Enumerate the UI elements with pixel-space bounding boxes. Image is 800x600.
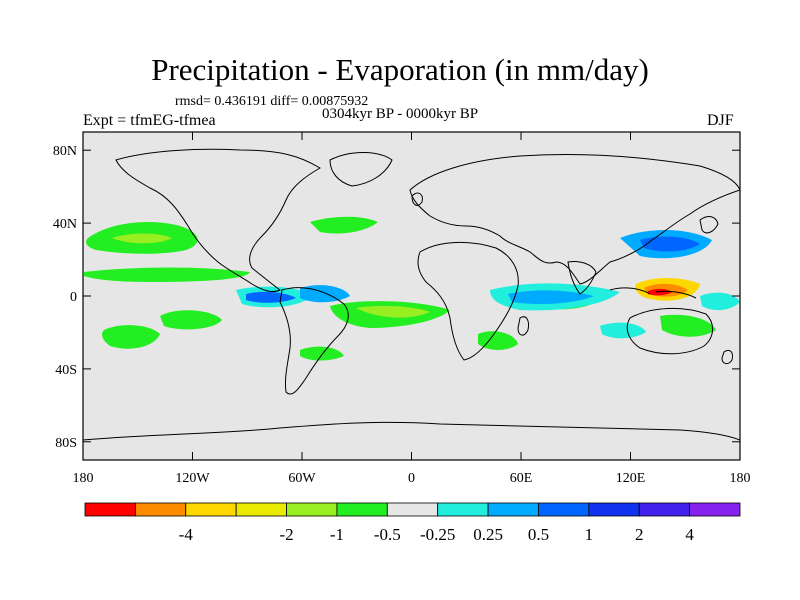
colorbar-label: -1 xyxy=(330,525,344,544)
patch-itcz-pacific xyxy=(84,267,250,282)
colorbar-label: 2 xyxy=(635,525,644,544)
colorbar: -4 -2 -1 -0.5 -0.25 0.25 0.5 1 2 4 xyxy=(84,502,741,544)
colorbar-swatch xyxy=(84,502,136,517)
lat-tick-label: 40N xyxy=(53,217,77,232)
map-background xyxy=(83,132,740,460)
colorbar-label: -0.25 xyxy=(420,525,455,544)
lon-tick-label: 180 xyxy=(73,471,94,486)
colorbar-swatch xyxy=(437,502,489,517)
lon-tick-label: 120W xyxy=(175,471,210,486)
colorbar-swatch xyxy=(286,502,338,517)
lat-tick-label: 80N xyxy=(53,144,77,159)
coastline-south-america xyxy=(279,287,349,395)
patch-s-pacific-c xyxy=(300,346,344,361)
colorbar-swatch xyxy=(386,502,439,517)
coastline-indonesia xyxy=(609,287,697,299)
season-label: DJF xyxy=(707,112,734,129)
lat-tick-label: 0 xyxy=(70,290,77,305)
patch-africa-s xyxy=(478,331,518,350)
colorbar-label: -0.5 xyxy=(374,525,401,544)
colorbar-label: 1 xyxy=(585,525,594,544)
patch-e-pacific-wet-core xyxy=(246,291,296,303)
colorbar-label: -4 xyxy=(179,525,194,544)
patch-nw-pacific-core xyxy=(640,236,700,252)
coastline-new-zealand xyxy=(721,349,733,365)
coastline-australia xyxy=(626,307,713,355)
chart-title: Precipitation - Evaporation (in mm/day) xyxy=(151,52,649,87)
patch-maritime-red xyxy=(648,288,672,296)
patch-s-pacific-a xyxy=(102,325,160,349)
colorbar-swatch xyxy=(134,502,187,517)
colorbar-label: 0.25 xyxy=(473,525,503,544)
axis-ticks: 80N 40N 0 40S 80S 180 120W 60W 0 60E 120E 180 xyxy=(53,132,751,486)
colorbar-swatch xyxy=(235,502,287,517)
patch-s-indian-wet xyxy=(600,322,646,339)
period-label: 0304kyr BP - 0000kyr BP xyxy=(322,106,479,122)
coastline-africa xyxy=(417,241,519,361)
colorbar-swatch xyxy=(638,502,691,517)
patch-n-atlantic xyxy=(310,216,378,234)
lon-tick-label: 0 xyxy=(408,471,415,486)
coastline-uk xyxy=(411,192,423,206)
colorbar-swatch xyxy=(185,502,237,517)
colorbar-swatch xyxy=(538,502,590,517)
coastline-japan xyxy=(699,216,719,234)
colorbar-swatch xyxy=(689,502,741,517)
coastlines xyxy=(83,148,740,441)
lat-tick-label: 80S xyxy=(55,436,77,451)
coastline-madagascar xyxy=(517,316,529,336)
coastline-antarctica xyxy=(83,421,740,441)
stats-text: rmsd= 0.436191 diff= 0.00875932 xyxy=(175,94,369,109)
lon-tick-label: 60E xyxy=(510,471,533,486)
lon-tick-label: 180 xyxy=(730,471,751,486)
lon-tick-label: 120E xyxy=(616,471,646,486)
patch-australia xyxy=(660,314,716,337)
coastline-greenland xyxy=(329,152,393,187)
colorbar-swatch xyxy=(588,502,640,517)
patch-indian-wet-core xyxy=(508,290,594,304)
lat-tick-label: 40S xyxy=(55,363,77,378)
coastline-north-america xyxy=(115,148,321,293)
lon-tick-label: 60W xyxy=(288,471,316,486)
coastline-india xyxy=(567,261,597,295)
coastline-europe-asia xyxy=(409,153,740,285)
colorbar-label: 4 xyxy=(685,525,694,544)
patch-n-pacific-inner xyxy=(112,233,172,244)
anomaly-field xyxy=(84,216,740,361)
colorbar-swatch xyxy=(487,502,539,517)
colorbar-swatch xyxy=(336,502,388,517)
experiment-label: Expt = tfmEG-tfmea xyxy=(83,112,216,129)
patch-s-pacific-b xyxy=(160,310,222,330)
patch-s-atlantic-inner xyxy=(356,305,430,318)
positive-anomaly-patches xyxy=(236,229,740,339)
colorbar-label: 0.5 xyxy=(528,525,549,544)
colorbar-label: -2 xyxy=(279,525,293,544)
patch-sw-pacific-wet xyxy=(700,292,740,311)
